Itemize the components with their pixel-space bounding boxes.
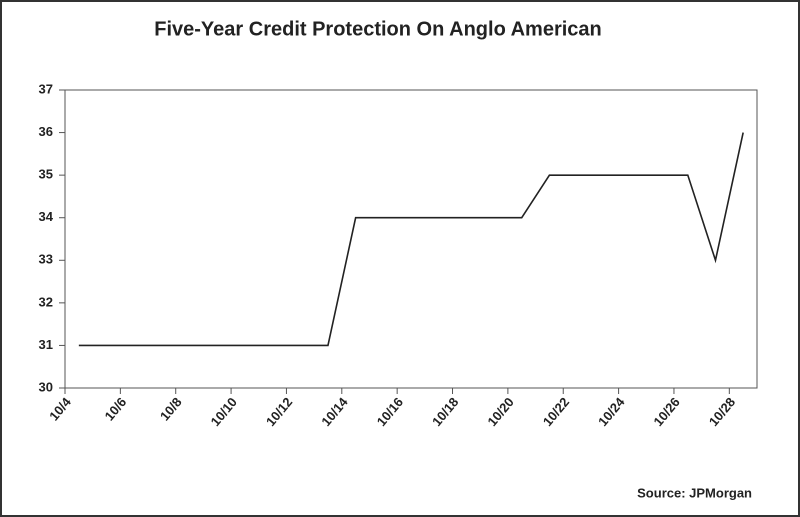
- y-tick-label: 36: [39, 124, 53, 139]
- y-tick-label: 35: [39, 167, 53, 182]
- source-note: Source: JPMorgan: [637, 485, 752, 500]
- y-tick-label: 37: [39, 81, 53, 96]
- y-tick-label: 31: [39, 337, 53, 352]
- y-tick-label: 30: [39, 379, 53, 394]
- y-tick-label: 33: [39, 252, 53, 267]
- y-tick-label: 34: [39, 209, 54, 224]
- y-tick-label: 32: [39, 294, 53, 309]
- chart-title: Five-Year Credit Protection On Anglo Ame…: [154, 18, 602, 40]
- plot-area: [64, 89, 758, 389]
- data-line: [78, 132, 744, 347]
